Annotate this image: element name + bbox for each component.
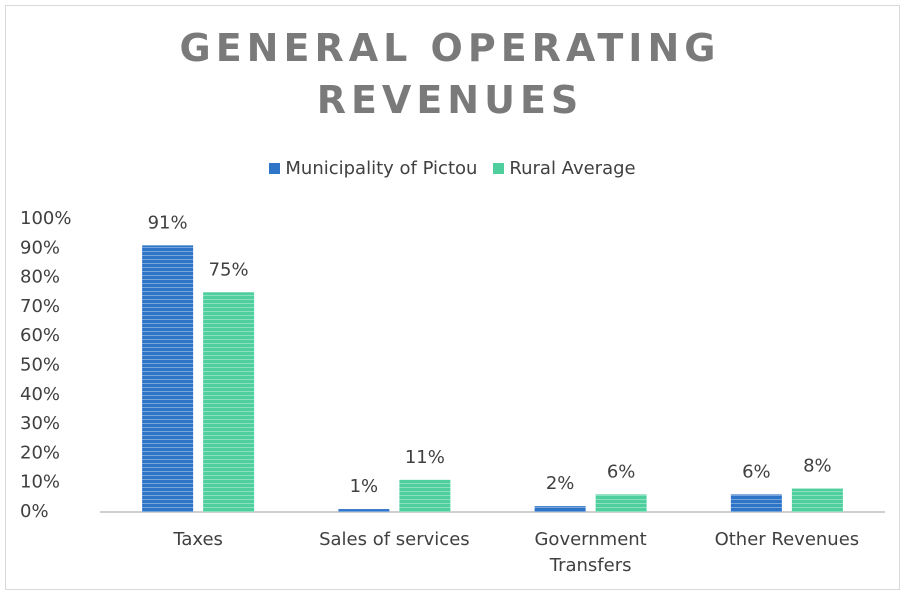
legend-label: Municipality of Pictou [285, 158, 478, 179]
y-tick-label: 30% [20, 413, 60, 434]
legend-swatch [493, 163, 505, 174]
y-tick-label: 90% [20, 237, 60, 258]
y-tick-label: 10% [20, 472, 60, 493]
data-label: 6% [607, 461, 636, 482]
y-tick-label: 50% [20, 355, 60, 376]
y-tick-label: 0% [20, 501, 49, 522]
data-label: 75% [209, 259, 249, 280]
data-label: 11% [405, 447, 445, 468]
legend: Municipality of Pictou Rural Average [0, 158, 905, 179]
bar [203, 292, 255, 512]
legend-item: Rural Average [493, 158, 636, 179]
bar [791, 488, 843, 512]
x-tick-label: Taxes [173, 529, 223, 550]
legend-label: Rural Average [509, 158, 636, 179]
bar [534, 506, 586, 512]
y-tick-label: 60% [20, 325, 60, 346]
data-label: 8% [803, 456, 832, 477]
bar [142, 245, 194, 512]
x-tick-label: Other Revenues [714, 529, 860, 550]
y-tick-label: 40% [20, 384, 60, 405]
chart-title: GENERAL OPERATING REVENUES [179, 26, 721, 122]
x-tick-label: Government Transfers [534, 529, 647, 576]
bar [338, 509, 390, 512]
y-tick-label: 100% [20, 208, 71, 229]
y-tick-label: 70% [20, 296, 60, 317]
data-label: 91% [148, 212, 188, 233]
y-tick-label: 20% [20, 442, 60, 463]
data-label: 1% [350, 476, 379, 497]
data-label: 6% [742, 461, 771, 482]
legend-swatch [269, 163, 281, 174]
x-tick-label: Sales of services [319, 529, 470, 550]
bar [730, 494, 782, 512]
data-label: 2% [546, 473, 575, 494]
chart-frame [5, 5, 900, 590]
bar [595, 494, 647, 512]
legend-item: Municipality of Pictou [269, 158, 477, 179]
y-tick-label: 80% [20, 267, 60, 288]
bar [399, 479, 451, 512]
